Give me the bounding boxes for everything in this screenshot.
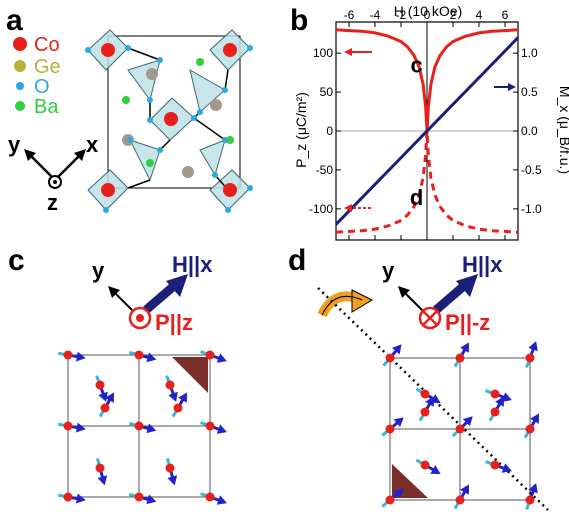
y-tick-label-right: 1.0 xyxy=(521,46,538,60)
panel-d-y: y xyxy=(382,258,395,283)
spin-site xyxy=(128,492,157,505)
legend-o-dot xyxy=(16,82,24,90)
y-tick-label-left: 50 xyxy=(320,85,334,99)
panel-d-label: d xyxy=(288,244,306,277)
y-tick-label-left: 100 xyxy=(313,46,333,60)
panel-c-axes: y H||x P||z xyxy=(92,252,213,335)
panel-c-p-label: P||z xyxy=(155,310,193,335)
y-tick-label-left: -50 xyxy=(316,163,334,177)
panel-a-label: a xyxy=(6,4,23,37)
chart-ylabel-right: M_x (μ_B/f.u.) xyxy=(557,86,569,174)
panel-d-p-label: P||-z xyxy=(445,310,490,335)
spin-site xyxy=(525,483,538,510)
x-tick-label: 0 xyxy=(424,8,431,22)
spin-site xyxy=(485,460,512,473)
spin-site xyxy=(165,457,178,486)
y-tick-label-right: -0.5 xyxy=(521,163,542,177)
spin-site xyxy=(488,396,504,422)
spin-site xyxy=(382,344,402,367)
spin-site xyxy=(453,342,469,368)
inset-label-upper: c xyxy=(410,53,422,78)
spin-site xyxy=(485,389,512,402)
inset-label-lower: d xyxy=(410,185,423,210)
series-1-arrowhead xyxy=(344,204,352,212)
series-0-arrowhead xyxy=(344,48,352,56)
chart-ylabel-left: P_z (μC/m²) xyxy=(293,92,309,168)
chart-xlabel: H (10 kOe) xyxy=(394,3,462,19)
x-tick-label: -2 xyxy=(396,8,407,22)
panel-d-axes: y H||x P||-z xyxy=(382,252,503,335)
y-tick-label-right: 0.5 xyxy=(521,85,538,99)
x-tick-label: 6 xyxy=(502,8,509,22)
spin-site xyxy=(98,392,114,418)
panel-b-label: b xyxy=(290,4,308,37)
spin-site xyxy=(415,458,441,474)
spin-site xyxy=(525,341,538,368)
chart-b: -6 -4 -2 0 2 4 6 -100 -50 0 50 100 -1.0 -0.5 0.0 0.5 1.0… xyxy=(309,8,542,241)
spin-site xyxy=(57,421,86,433)
series-1-line xyxy=(335,130,519,234)
legend-ge-dot xyxy=(14,60,26,72)
series-2-arrowhead xyxy=(508,83,516,91)
panel-c-h-label: H||x xyxy=(172,252,213,277)
axis-a-y: y xyxy=(8,132,21,157)
legend-co-label: Co xyxy=(34,34,60,56)
x-tick-label: -6 xyxy=(344,8,355,22)
panel-c-label: c xyxy=(8,244,25,277)
spin-site xyxy=(200,492,227,505)
spin-site xyxy=(128,421,157,434)
spin-site xyxy=(381,488,404,508)
legend: Co Ge O Ba xyxy=(13,34,61,118)
x-tick-label: -4 xyxy=(370,8,381,22)
spin-site xyxy=(523,413,539,439)
panel-d-h-label: H||x xyxy=(462,252,503,277)
y-tick-label-left: -100 xyxy=(309,202,333,216)
spin-site xyxy=(57,492,86,504)
legend-co-dot xyxy=(13,37,27,51)
axis-a-z: z xyxy=(47,190,58,215)
legend-ba-dot xyxy=(15,101,25,111)
x-tick-label: 2 xyxy=(450,8,457,22)
spin-site xyxy=(453,484,469,510)
spin-site xyxy=(200,350,227,363)
series-2-line xyxy=(334,36,520,226)
spin-site xyxy=(165,375,178,402)
axis-a-x: x xyxy=(86,132,99,157)
rotation-arrow-icon xyxy=(317,289,374,318)
legend-o-label: O xyxy=(34,76,50,98)
spin-site xyxy=(171,392,187,418)
y-tick-label-right: 0.0 xyxy=(521,124,538,138)
y-tick-label-right: -1.0 xyxy=(521,202,542,216)
panel-c-y: y xyxy=(92,258,105,283)
spin-site xyxy=(451,416,473,438)
axes-a: y x z xyxy=(8,132,99,215)
spin-site xyxy=(57,350,86,362)
panel-c-spins xyxy=(57,350,227,505)
panel-d-spins xyxy=(381,341,539,510)
legend-ba-label: Ba xyxy=(34,96,59,118)
spin-site xyxy=(95,375,108,402)
legend-ge-label: Ge xyxy=(34,56,61,78)
spin-site xyxy=(200,421,227,434)
x-tick-label: 4 xyxy=(476,8,483,22)
spin-site xyxy=(128,350,157,363)
spin-site xyxy=(418,396,434,422)
spin-site xyxy=(381,417,404,437)
crystal-structure xyxy=(85,29,253,213)
spin-site xyxy=(95,457,108,486)
y-tick-label-left: 0 xyxy=(326,124,333,138)
